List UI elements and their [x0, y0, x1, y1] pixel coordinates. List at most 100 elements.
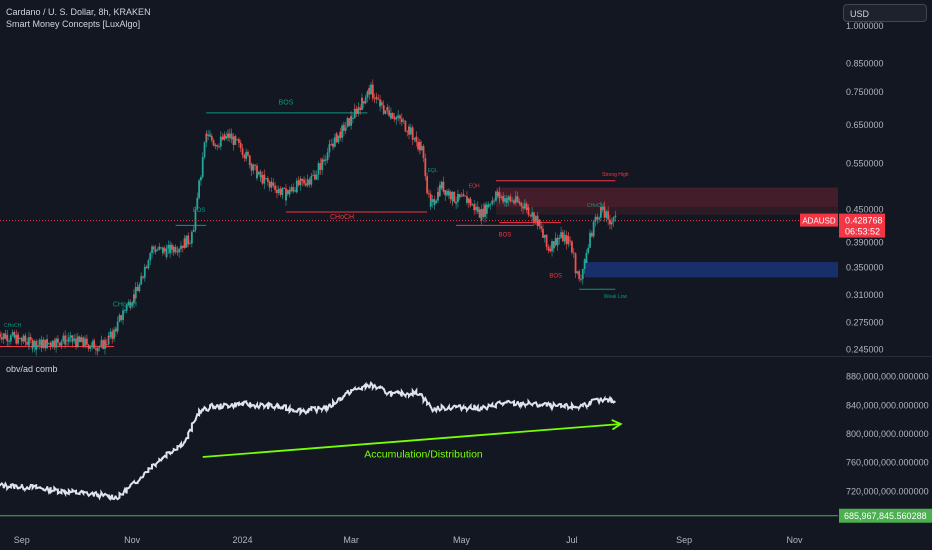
candle-body [227, 133, 229, 138]
candle-body [603, 214, 606, 218]
candle-body [111, 337, 114, 339]
candle-body [429, 201, 432, 207]
order-block-zones [495, 187, 838, 278]
candle-body [545, 234, 548, 244]
obv-tick-label: 720,000,000.000000 [846, 486, 929, 496]
candle-body [120, 315, 123, 320]
candle-body [399, 115, 401, 119]
trend-arrow-head [611, 419, 623, 431]
candle-body [379, 102, 381, 107]
candle-body [375, 96, 378, 99]
candle-body [310, 175, 313, 182]
currency-button[interactable]: USD [843, 4, 927, 22]
candle-body [279, 188, 282, 195]
candle-body [433, 203, 436, 206]
candle-body [167, 245, 170, 249]
candle-body [248, 155, 251, 165]
candle-body [328, 144, 331, 153]
candle-body [364, 97, 367, 101]
candle-body [190, 231, 193, 238]
candle-body [221, 136, 224, 140]
candle-body [596, 216, 599, 218]
candle-body [71, 340, 74, 342]
candle-body [17, 334, 19, 339]
candle-body [160, 247, 162, 249]
candle-body [509, 198, 512, 202]
smc-label: Weak Low [604, 294, 628, 300]
candle-body [51, 340, 54, 347]
candle-body [26, 341, 29, 345]
candle-body [183, 238, 186, 248]
candle-body [265, 178, 267, 180]
candle-body [80, 337, 83, 343]
subpanel-title[interactable]: obv/ad comb [6, 364, 58, 374]
candle-body [341, 125, 343, 138]
candle-body [122, 316, 124, 320]
candle-body [529, 215, 532, 216]
candle-body [426, 185, 429, 194]
candle-body [547, 246, 550, 251]
candle-body [533, 212, 535, 222]
candle-body [161, 248, 164, 254]
candle-body [214, 144, 217, 147]
candle-body [576, 271, 579, 274]
candle-body [306, 179, 309, 182]
candle-body [203, 142, 206, 158]
candle-body [248, 163, 251, 165]
candle-body [243, 154, 246, 158]
smc-label: BOS [193, 208, 206, 214]
candle-body [73, 338, 76, 341]
candle-body [314, 174, 316, 180]
candle-body [538, 219, 541, 227]
candle-body [29, 337, 32, 340]
candle-body [38, 344, 41, 346]
candle-body [151, 246, 153, 249]
smc-label: CHoCH [4, 323, 22, 329]
candle-body [252, 164, 255, 169]
candle-body [283, 187, 286, 189]
candle-body [172, 246, 175, 253]
candle-body [552, 245, 555, 249]
candle-body [605, 211, 608, 218]
candle-body [93, 340, 96, 349]
candle-body [505, 200, 508, 203]
indicator-title[interactable]: Smart Money Concepts [LuxAlgo] [6, 19, 141, 29]
candle-body [495, 191, 497, 195]
candle-body [234, 136, 237, 140]
candle-body [0, 333, 1, 338]
candle-body [270, 181, 273, 183]
candle-body [312, 175, 315, 177]
candles [0, 79, 617, 356]
candle-body [181, 245, 184, 248]
candle-body [471, 204, 474, 206]
candle-body [578, 277, 581, 279]
candle-body [444, 190, 447, 196]
candle-body [563, 234, 566, 237]
candle-body [205, 133, 208, 136]
candle-body [565, 234, 568, 245]
pane-separator[interactable] [0, 356, 932, 357]
x-tick-label: 2024 [233, 535, 253, 545]
candle-body [446, 190, 448, 196]
candle-body [352, 118, 354, 120]
candle-body [464, 195, 467, 197]
candle-body [451, 191, 454, 201]
candle-body [89, 346, 92, 348]
candle-body [574, 253, 577, 266]
candle-body [286, 189, 289, 195]
candle-body [346, 118, 349, 121]
candle-body [13, 335, 16, 338]
candle-body [397, 115, 400, 118]
candle-body [219, 141, 222, 147]
candle-body [417, 141, 419, 150]
candle-body [342, 124, 345, 131]
candle-body [558, 237, 561, 240]
candle-body [391, 113, 394, 119]
candle-body [612, 217, 615, 222]
obv-value-label: 685,967,845.560288 [844, 511, 927, 521]
symbol-title[interactable]: Cardano / U. S. Dollar, 8h, KRAKEN [6, 7, 151, 17]
candle-body [134, 286, 137, 299]
price-tick-label: 0.245000 [846, 344, 884, 354]
